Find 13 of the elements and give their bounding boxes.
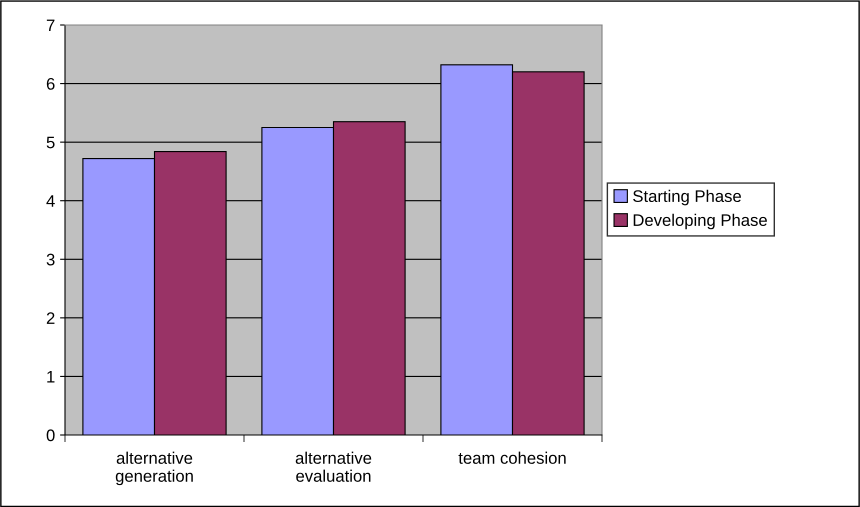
y-tick-label: 3 <box>46 254 55 266</box>
y-tick-label: 7 <box>46 20 54 32</box>
y-tick-label: 5 <box>46 136 55 148</box>
legend-label: Starting Phase <box>633 190 741 206</box>
x-tick-label: alternative generation <box>116 452 193 486</box>
x-tick-label: alternative evaluation <box>296 452 372 482</box>
y-tick-label: 1 <box>47 371 54 382</box>
y-tick-label: 2 <box>46 312 54 324</box>
legend-label: Developing Phase <box>634 214 767 230</box>
y-tick-label: 0 <box>46 429 55 442</box>
x-tick-label: team cohesion <box>458 452 566 464</box>
y-tick-label: 4 <box>46 195 55 207</box>
y-tick-label: 6 <box>46 78 55 90</box>
